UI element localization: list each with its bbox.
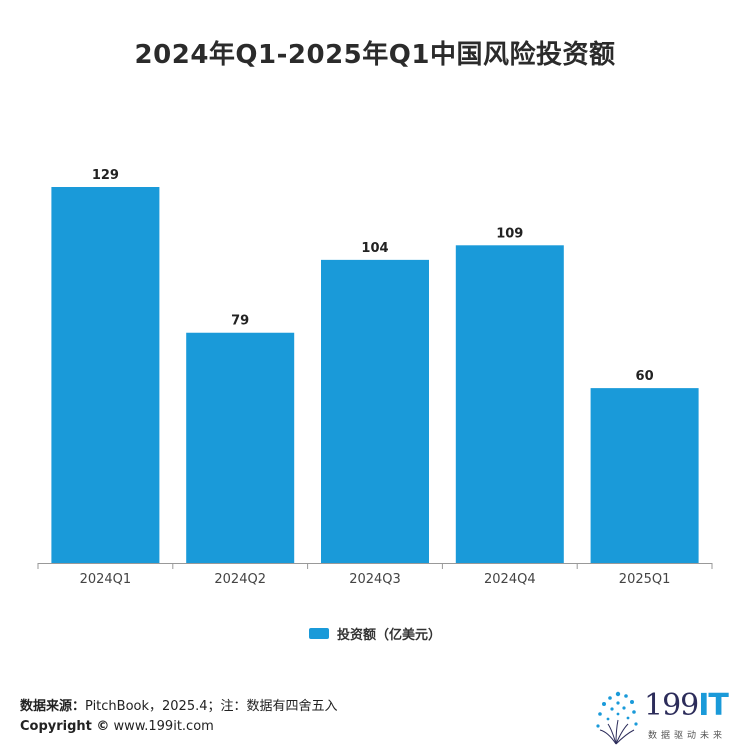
x-tick-label-2024Q2: 2024Q2 (214, 572, 266, 587)
brand-logo: 199IT 数据驱动未来 (588, 686, 748, 746)
x-tick-label-2025Q1: 2025Q1 (619, 572, 671, 587)
x-tick-label-2024Q3: 2024Q3 (349, 572, 401, 587)
data-label-2024Q1: 129 (92, 168, 119, 183)
legend: 投资额（亿美元） (0, 624, 750, 643)
logo-digits: 199 (644, 688, 699, 723)
x-tick-label-2024Q1: 2024Q1 (80, 572, 132, 587)
data-label-2025Q1: 60 (636, 369, 654, 384)
bar-2024Q1 (51, 187, 160, 563)
logo-slogan: 数据驱动未来 (648, 731, 727, 741)
source-text: PitchBook，2025.4；注：数据有四舍五入 (85, 699, 338, 714)
legend-label: 投资额（亿美元） (336, 628, 441, 643)
source-note: 数据来源：PitchBook，2025.4；注：数据有四舍五入 (20, 695, 338, 714)
data-label-2024Q4: 109 (496, 226, 523, 241)
copyright-label: Copyright © (20, 719, 110, 734)
source-label: 数据来源： (20, 699, 86, 714)
chart-title: 2024年Q1-2025年Q1中国风险投资额 (134, 40, 616, 70)
bar-2024Q2 (186, 332, 295, 563)
bar-2025Q1 (590, 388, 699, 563)
logo-dots-icon (596, 691, 638, 745)
logo-letters: IT (698, 688, 729, 723)
bar-2024Q4 (455, 245, 564, 564)
x-tick-label-2024Q4: 2024Q4 (484, 572, 536, 587)
copyright-url: www.199it.com (109, 719, 214, 734)
copyright-note: Copyright © www.199it.com (20, 719, 214, 734)
data-label-2024Q2: 79 (231, 314, 249, 329)
bar-2024Q3 (321, 259, 429, 563)
logo-wordmark: 199IT (644, 688, 729, 723)
legend-swatch (308, 628, 329, 639)
data-label-2024Q3: 104 (361, 241, 388, 256)
